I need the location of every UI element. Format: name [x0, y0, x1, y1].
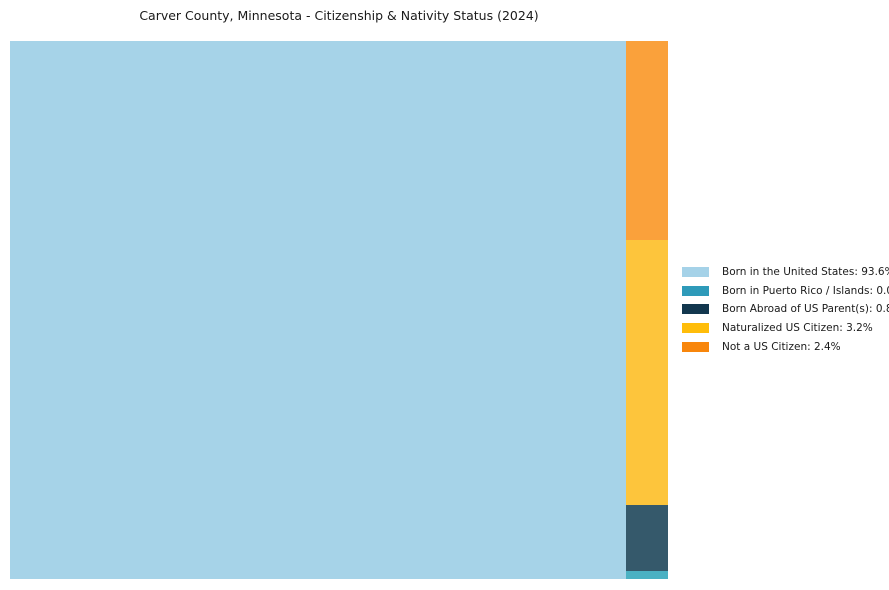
legend-label: Naturalized US Citizen: 3.2%: [722, 322, 873, 335]
legend-item-naturalized-us-citizen: Naturalized US Citizen: 3.2%: [682, 319, 889, 338]
legend-swatch-icon: [682, 267, 709, 278]
legend-swatch-icon: [682, 323, 709, 334]
treemap-block-born-in-the-united-states: [10, 41, 626, 579]
treemap-block-born-in-puerto-rico-islands: [625, 571, 668, 579]
treemap-block-naturalized-us-citizen: [625, 239, 668, 505]
legend-swatch-icon: [682, 304, 709, 315]
legend: Born in the United States: 93.6% Born in…: [682, 263, 889, 356]
legend-label: Not a US Citizen: 2.4%: [722, 340, 841, 353]
treemap-block-born-abroad-of-us-parent-s: [625, 504, 668, 572]
legend-label: Born in Puerto Rico / Islands: 0.0%: [722, 284, 889, 297]
treemap-plot-area: [10, 41, 668, 579]
treemap-block-not-a-us-citizen: [625, 41, 668, 240]
legend-item-not-a-us-citizen: Not a US Citizen: 2.4%: [682, 337, 889, 356]
legend-item-born-abroad-of-us-parents: Born Abroad of US Parent(s): 0.8%: [682, 300, 889, 319]
legend-item-born-in-the-united-states: Born in the United States: 93.6%: [682, 263, 889, 282]
legend-item-born-in-puerto-rico-islands: Born in Puerto Rico / Islands: 0.0%: [682, 282, 889, 301]
legend-swatch-icon: [682, 341, 709, 352]
treemap-minor-column: [625, 41, 668, 579]
legend-label: Born Abroad of US Parent(s): 0.8%: [722, 303, 889, 316]
chart-title: Carver County, Minnesota - Citizenship &…: [139, 8, 539, 23]
legend-label: Born in the United States: 93.6%: [722, 266, 889, 279]
legend-swatch-icon: [682, 285, 709, 296]
